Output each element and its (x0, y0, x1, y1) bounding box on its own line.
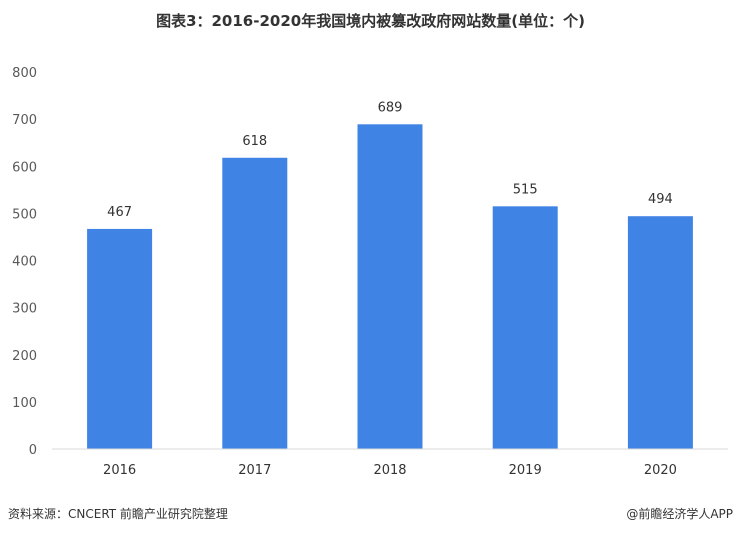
bars (87, 124, 693, 449)
data-label-2017: 618 (242, 134, 267, 149)
data-label-2020: 494 (648, 192, 673, 207)
y-tick-label: 200 (12, 349, 37, 364)
x-tick-label-2017: 2017 (238, 463, 271, 478)
bar-2020 (627, 216, 693, 449)
bar-2018 (357, 124, 423, 449)
bar-2017 (222, 157, 288, 449)
bar-chart: 0 100 200 300 400 500 600 700 800 467 618 689 515 49… (12, 66, 728, 478)
y-tick-label: 300 (12, 302, 37, 317)
y-tick-label: 500 (12, 207, 37, 222)
x-axis-ticks: 2016 2017 2018 2019 2020 (103, 463, 677, 478)
y-tick-label: 400 (12, 255, 37, 270)
x-tick-label-2020: 2020 (644, 463, 677, 478)
y-tick-label: 800 (12, 66, 37, 81)
y-tick-label: 0 (29, 443, 37, 458)
x-tick-label-2016: 2016 (103, 463, 136, 478)
bar-2019 (492, 206, 558, 449)
source-note: 资料来源：CNCERT 前瞻产业研究院整理 (8, 507, 228, 521)
data-label-2019: 515 (513, 182, 538, 197)
y-axis-ticks: 0 100 200 300 400 500 600 700 800 (12, 66, 37, 458)
data-label-2018: 689 (378, 100, 403, 115)
x-tick-label-2018: 2018 (373, 463, 406, 478)
chart-title: 图表3：2016-2020年我国境内被篡改政府网站数量(单位：个) (156, 12, 585, 30)
x-tick-label-2019: 2019 (509, 463, 542, 478)
y-tick-label: 700 (12, 113, 37, 128)
brand-credit: @前瞻经济学人APP (626, 507, 733, 521)
data-label-2016: 467 (107, 205, 132, 220)
y-tick-label: 600 (12, 160, 37, 175)
data-labels: 467 618 689 515 494 (107, 100, 673, 220)
y-tick-label: 100 (12, 396, 37, 411)
bar-2016 (87, 228, 153, 449)
